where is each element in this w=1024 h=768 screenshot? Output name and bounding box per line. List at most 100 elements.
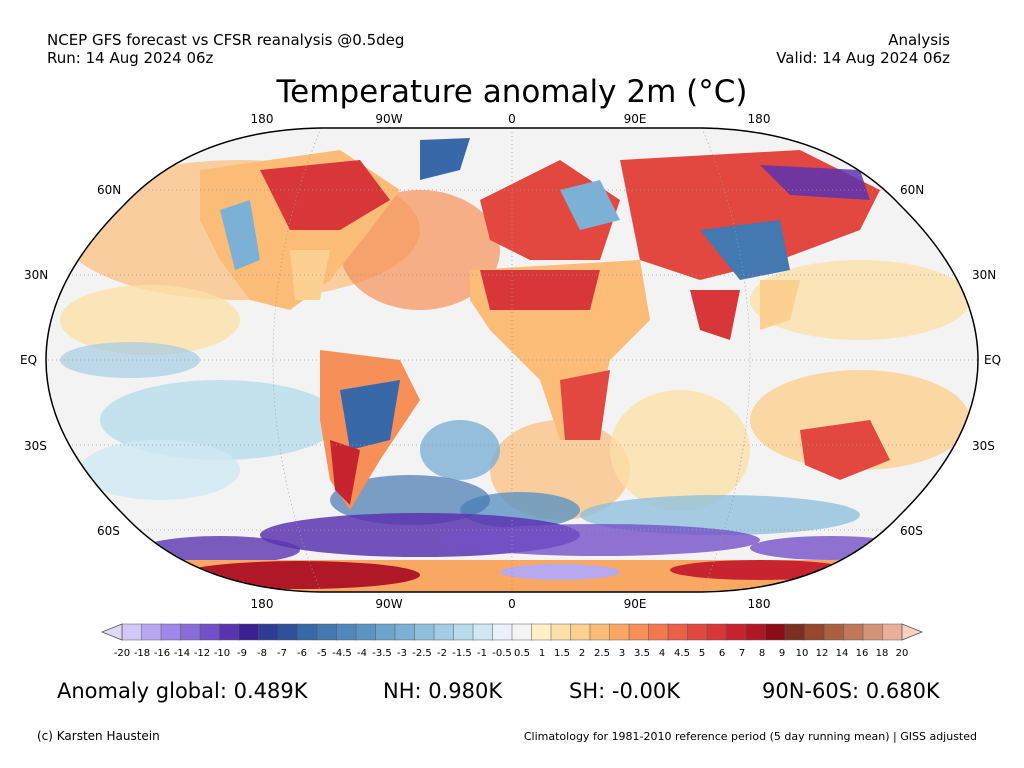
colorbar-tick-label: 0.5 (514, 648, 530, 659)
colorbar-tick-label: -0.5 (492, 648, 512, 659)
header-left: NCEP GFS forecast vs CFSR reanalysis @0.… (47, 31, 404, 67)
colorbar-tick-label: -18 (134, 648, 150, 659)
lon-label-top-90e: 90E (623, 112, 647, 126)
colorbar-tick-label: -20 (114, 648, 130, 659)
colorbar-tick-label: 4 (659, 648, 665, 659)
colorbar-tick-label: 9 (779, 648, 785, 659)
colorbar-cell (882, 623, 903, 641)
colorbar-cell (843, 623, 864, 641)
colorbar-tick-label: -3 (397, 648, 407, 659)
colorbar-tick-label: -12 (194, 648, 210, 659)
colorbar-cell (589, 623, 611, 641)
colorbar-tick-label: -4 (357, 648, 367, 659)
colorbar-cell (648, 623, 669, 641)
colorbar-cell (453, 623, 474, 641)
colorbar-cell (784, 623, 806, 641)
lon-label-top-180e: 180 (747, 112, 771, 126)
colorbar-cell (394, 623, 416, 641)
lat-label-right-60s: 60S (900, 524, 923, 538)
colorbar-tick-label: -1 (477, 648, 487, 659)
colorbar-cell (355, 623, 377, 641)
colorbar-tick-label: 2 (579, 648, 585, 659)
colorbar-tick-label: -1.5 (452, 648, 472, 659)
colorbar-cell (609, 623, 630, 641)
colorbar-tick-label: 20 (896, 648, 909, 659)
graticule (46, 128, 978, 592)
colorbar-cell (862, 623, 884, 641)
colorbar: -20 -18 -16 -14 -12 -10 -9 -8 -7 -6 -5 -4.5 -4 -3.5 -3… (100, 623, 924, 659)
colorbar-cell (297, 623, 318, 641)
lon-label-bottom-90e: 90E (623, 597, 647, 611)
colorbar-tick-label: 4.5 (674, 648, 690, 659)
model-source-text: NCEP GFS forecast vs CFSR reanalysis @0.… (47, 31, 405, 49)
colorbar-tick-label: 5 (699, 648, 705, 659)
colorbar-cell (238, 623, 260, 641)
lon-label-bottom-0: 0 (508, 597, 516, 611)
stat-nh-anomaly: NH: 0.980K (383, 679, 503, 703)
colorbar-cell (414, 623, 435, 641)
colorbar-cell (316, 623, 338, 641)
colorbar-tick-label: -2.5 (412, 648, 432, 659)
colorbar-cell (687, 623, 708, 641)
colorbar-tick-label: 3.5 (634, 648, 650, 659)
colorbar-cell (336, 623, 357, 641)
lat-label-left-eq: EQ (20, 353, 38, 367)
colorbar-cell (511, 623, 533, 641)
colorbar-tick-label: -10 (214, 648, 230, 659)
colorbar-tick-label: 8 (759, 648, 765, 659)
map-title: Temperature anomaly 2m (°C) (276, 74, 748, 110)
colorbar-tick-label: -2 (437, 648, 447, 659)
colorbar-tick-label: -4.5 (332, 648, 352, 659)
lat-label-right-30s: 30S (972, 439, 995, 453)
stat-band-anomaly: 90N-60S: 0.680K (762, 679, 940, 703)
lon-label-top-0: 0 (508, 112, 516, 126)
map-border (45, 127, 979, 593)
colorbar-cell (667, 623, 689, 641)
colorbar-cell (570, 623, 591, 641)
lat-label-left-30n: 30N (24, 268, 49, 282)
colorbar-tick-label: -3.5 (372, 648, 392, 659)
colorbar-cell (180, 623, 201, 641)
colorbar-cell (550, 623, 572, 641)
colorbar-cell (472, 623, 494, 641)
header-right: Analysis Valid: 14 Aug 2024 06z (776, 31, 950, 67)
lon-label-bottom-90w: 90W (375, 597, 403, 611)
colorbar-cell (492, 623, 513, 641)
colorbar-cell (160, 623, 182, 641)
lon-label-top-90w: 90W (375, 112, 403, 126)
colorbar-cell (745, 623, 767, 641)
colorbar-tick-label: -14 (174, 648, 190, 659)
colorbar-cell (219, 623, 240, 641)
colorbar-under-triangle-icon (100, 623, 123, 641)
footer-credit: (c) Karsten Haustein (37, 729, 160, 743)
colorbar-tick-label: 18 (876, 648, 889, 659)
lat-label-right-30n: 30N (972, 268, 997, 282)
lat-label-right-60n: 60N (900, 183, 925, 197)
colorbar-tick-label: -9 (237, 648, 247, 659)
colorbar-cell (823, 623, 845, 641)
lon-label-bottom-180w: 180 (250, 597, 274, 611)
anomaly-field (46, 138, 978, 592)
lon-label-top-180w: 180 (250, 112, 274, 126)
lon-label-bottom-180e: 180 (747, 597, 771, 611)
lat-label-left-60n: 60N (97, 183, 122, 197)
colorbar-over-triangle-icon (901, 623, 924, 641)
colorbar-tick-label: -6 (297, 648, 307, 659)
colorbar-cell (277, 623, 299, 641)
stat-sh-anomaly: SH: -0.00K (569, 679, 680, 703)
colorbar-cell (141, 623, 162, 641)
colorbar-cell (628, 623, 650, 641)
colorbar-tick-label: 16 (856, 648, 869, 659)
colorbar-tick-label: -16 (154, 648, 170, 659)
colorbar-tick-label: 1.5 (554, 648, 570, 659)
colorbar-cell (121, 623, 143, 641)
colorbar-cell (726, 623, 747, 641)
run-time-text: Run: 14 Aug 2024 06z (47, 49, 214, 67)
colorbar-tick-label: 3 (619, 648, 625, 659)
colorbar-cells (121, 623, 903, 641)
colorbar-tick-label: -5 (317, 648, 327, 659)
colorbar-tick-label: 2.5 (594, 648, 610, 659)
colorbar-tick-labels: -20 -18 -16 -14 -12 -10 -9 -8 -7 -6 -5 -4.5 -4 -3.5 -3… (114, 648, 909, 659)
lat-label-left-30s: 30S (24, 439, 47, 453)
colorbar-tick-label: -7 (277, 648, 287, 659)
